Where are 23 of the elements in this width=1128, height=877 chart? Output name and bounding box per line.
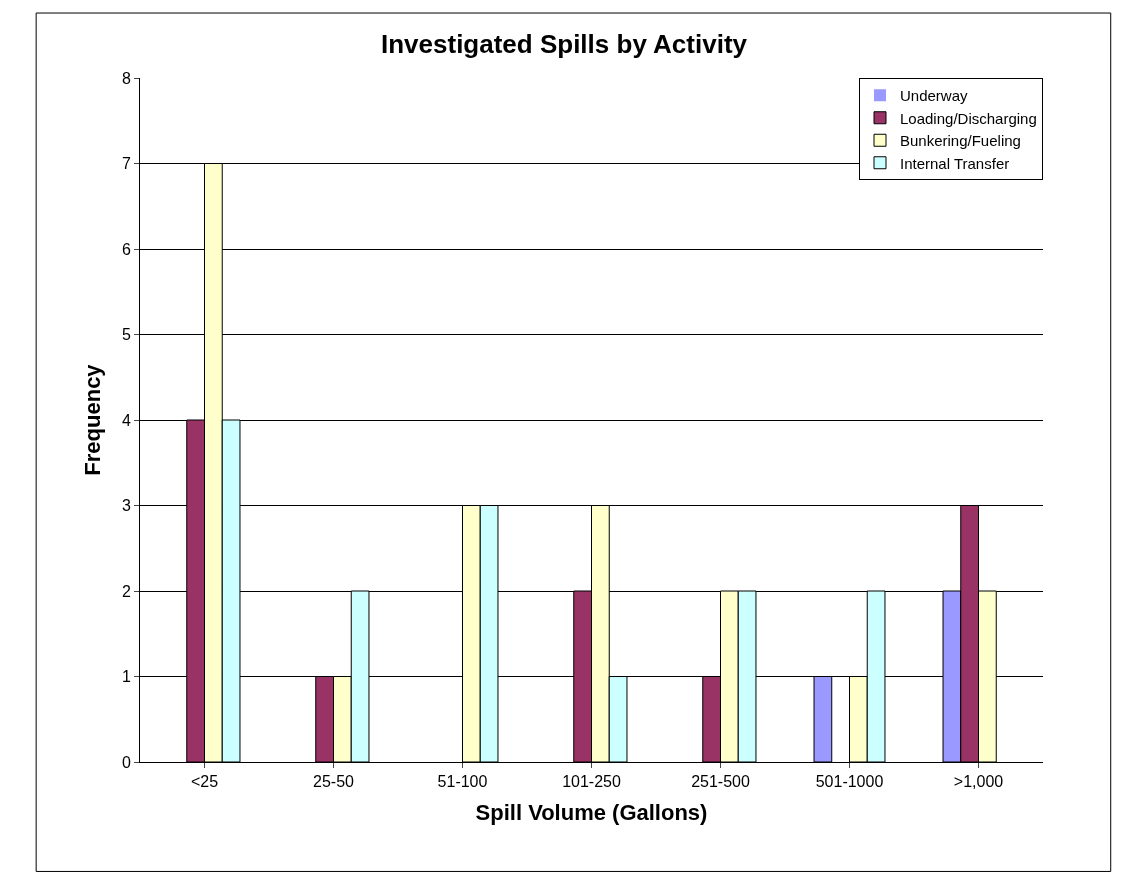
x-tick-label: 251-500: [691, 773, 750, 791]
legend-label: Underway: [900, 87, 969, 105]
x-tick-label: 501-1000: [815, 773, 884, 791]
legend-label: Internal Transfer: [900, 154, 1010, 172]
chart-title: Investigated Spills by Activity: [380, 28, 748, 59]
x-tick-label: >1,000: [953, 773, 1004, 791]
y-tick-label: 7: [121, 155, 131, 173]
y-tick-label: 5: [121, 326, 131, 344]
x-tick-label: <25: [190, 773, 219, 791]
x-tick-label: 101-250: [562, 773, 621, 791]
y-tick-label: 8: [121, 69, 131, 87]
y-tick-label: 2: [121, 582, 131, 600]
y-tick-label: 3: [121, 497, 131, 515]
legend-label: Loading/Discharging: [900, 109, 1037, 127]
x-tick-label: 51-100: [437, 773, 488, 791]
y-tick-label: 0: [121, 753, 131, 771]
y-axis-title: Frequency: [79, 363, 105, 476]
y-tick-label: 1: [121, 668, 131, 686]
x-tick-label: 25-50: [313, 773, 355, 791]
y-tick-label: 4: [121, 411, 131, 429]
x-axis-title: Spill Volume (Gallons): [475, 800, 708, 826]
legend-label: Bunkering/Fueling: [900, 132, 1021, 150]
y-tick-label: 6: [121, 240, 131, 258]
